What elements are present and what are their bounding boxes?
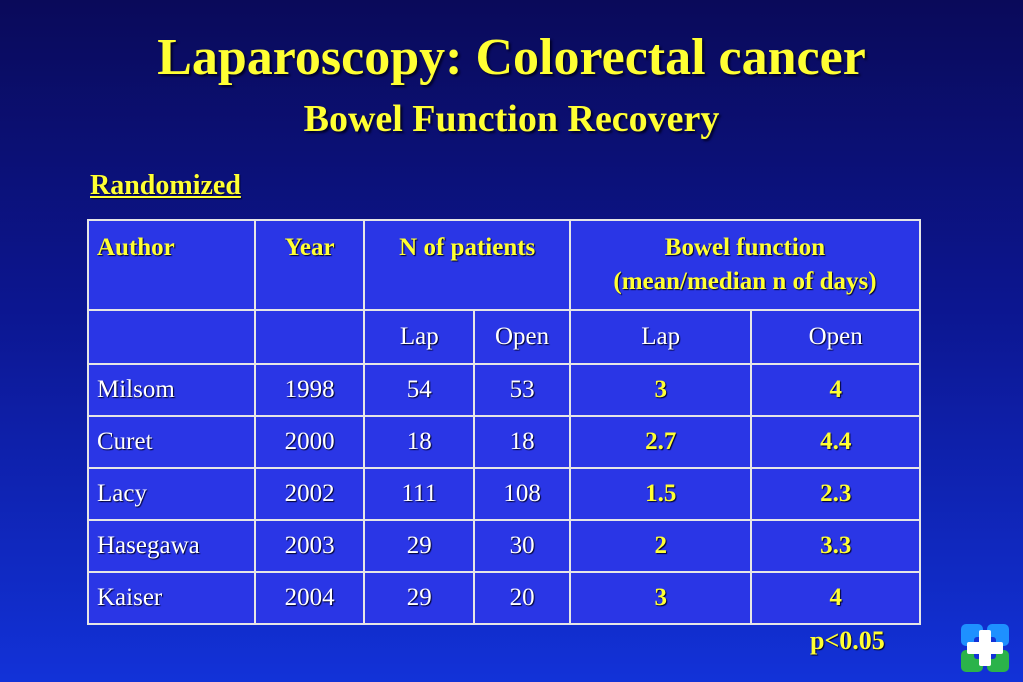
cell-bf-lap: 3 <box>568 571 753 625</box>
logo-cross-horizontal <box>967 642 1003 654</box>
table-row: Kaiser 2004 29 20 3 4 <box>87 571 921 625</box>
cell-n-open: 20 <box>473 571 571 625</box>
subheader-n-open: Open <box>473 309 571 365</box>
subheader-bf-lap: Lap <box>568 309 753 365</box>
table-row: Curet 2000 18 18 2.7 4.4 <box>87 415 921 469</box>
cell-n-lap: 18 <box>363 415 476 469</box>
cell-year: 2003 <box>253 519 366 573</box>
cell-year: 2000 <box>253 415 366 469</box>
subheader-empty-year <box>253 309 366 365</box>
cell-bf-open: 4 <box>750 363 921 417</box>
cell-n-open: 18 <box>473 415 571 469</box>
cell-year: 1998 <box>253 363 366 417</box>
header-bowel-function-line1: Bowel function <box>664 234 826 261</box>
subheader-bf-open: Open <box>750 309 921 365</box>
cross-logo-icon <box>961 624 1009 672</box>
header-author: Author <box>87 219 256 311</box>
cell-author: Milsom <box>87 363 256 417</box>
cell-bf-lap: 2 <box>568 519 753 573</box>
table-row: Hasegawa 2003 29 30 2 3.3 <box>87 519 921 573</box>
table-row: Lacy 2002 111 108 1.5 2.3 <box>87 467 921 521</box>
table-subheader-row: Lap Open Lap Open <box>87 309 921 365</box>
cell-author: Lacy <box>87 467 256 521</box>
p-value-footnote: p<0.05 <box>810 626 885 655</box>
cell-n-lap: 54 <box>363 363 476 417</box>
cell-year: 2002 <box>253 467 366 521</box>
cell-n-lap: 29 <box>363 571 476 625</box>
table-header-row: Author Year N of patients Bowel function… <box>87 219 922 311</box>
cell-author: Hasegawa <box>87 519 256 573</box>
header-year: Year <box>253 219 366 311</box>
header-n-patients: N of patients <box>363 219 571 311</box>
cell-bf-lap: 2.7 <box>568 415 753 469</box>
cell-bf-open: 4 <box>750 571 921 625</box>
cell-bf-lap: 3 <box>568 363 753 417</box>
cell-year: 2004 <box>253 571 366 625</box>
header-bowel-function: Bowel function (mean/median n of days) <box>568 219 922 311</box>
cell-author: Kaiser <box>87 571 256 625</box>
table-row: Milsom 1998 54 53 3 4 <box>87 363 921 417</box>
header-bowel-function-line2: (mean/median n of days) <box>613 268 877 295</box>
cell-bf-open: 2.3 <box>750 467 921 521</box>
cell-n-lap: 111 <box>363 467 476 521</box>
cell-n-lap: 29 <box>363 519 476 573</box>
cell-bf-lap: 1.5 <box>568 467 753 521</box>
cell-bf-open: 3.3 <box>750 519 921 573</box>
cell-author: Curet <box>87 415 256 469</box>
subheader-n-lap: Lap <box>363 309 476 365</box>
slide-title: Laparoscopy: Colorectal cancer <box>157 29 866 86</box>
cell-bf-open: 4.4 <box>750 415 921 469</box>
subheader-empty-author <box>87 309 256 365</box>
cell-n-open: 108 <box>473 467 571 521</box>
cell-n-open: 30 <box>473 519 571 573</box>
cell-n-open: 53 <box>473 363 571 417</box>
slide-subtitle: Bowel Function Recovery <box>303 98 720 140</box>
section-label: Randomized <box>90 170 241 201</box>
bowel-function-table: Author Year N of patients Bowel function… <box>87 219 922 625</box>
